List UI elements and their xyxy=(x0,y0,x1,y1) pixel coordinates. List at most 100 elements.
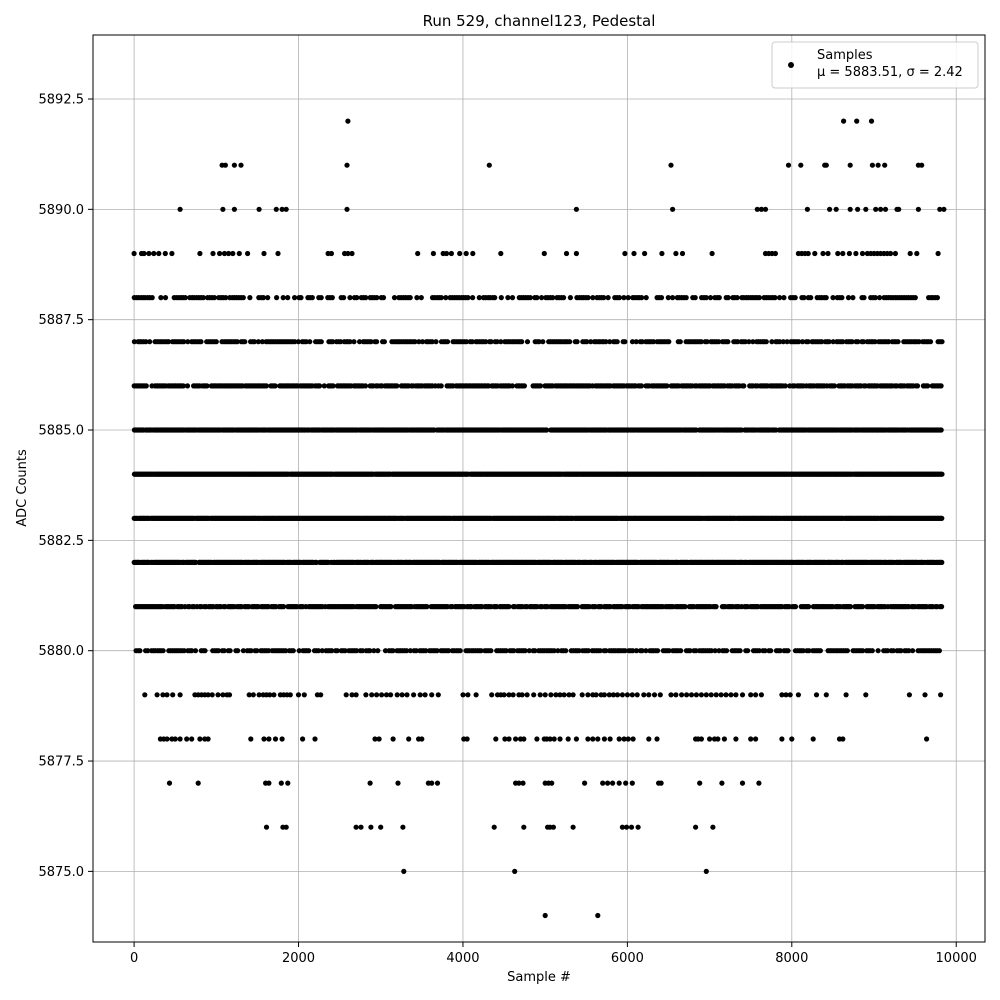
data-point xyxy=(344,206,350,212)
data-point xyxy=(256,206,262,212)
data-point xyxy=(756,648,762,654)
data-point xyxy=(202,648,208,654)
data-point xyxy=(907,250,913,257)
data-point xyxy=(521,736,527,742)
data-point xyxy=(869,648,875,654)
data-point xyxy=(658,780,664,786)
data-point xyxy=(585,736,591,742)
data-point xyxy=(937,206,943,212)
data-point xyxy=(271,692,277,698)
data-point xyxy=(537,692,543,698)
data-point xyxy=(939,604,945,610)
data-point xyxy=(362,383,369,389)
data-point xyxy=(358,824,364,830)
data-point xyxy=(601,692,608,698)
data-point xyxy=(266,736,272,742)
data-point xyxy=(217,250,223,257)
data-point xyxy=(222,162,228,168)
data-point xyxy=(210,250,216,257)
data-point xyxy=(756,780,762,786)
data-point xyxy=(713,692,719,698)
data-point xyxy=(635,824,641,830)
data-point xyxy=(510,692,516,698)
data-point xyxy=(936,648,943,654)
data-point xyxy=(616,736,622,742)
data-point xyxy=(329,648,335,654)
data-point xyxy=(343,692,349,698)
data-point xyxy=(795,692,802,698)
data-point xyxy=(550,824,557,830)
data-point xyxy=(195,780,201,786)
data-point xyxy=(417,692,423,698)
data-point xyxy=(873,206,879,212)
data-point xyxy=(197,736,203,742)
data-point xyxy=(622,648,628,654)
data-point xyxy=(373,604,379,610)
data-point xyxy=(220,206,226,212)
data-point xyxy=(279,206,285,212)
data-point xyxy=(394,692,400,698)
data-point xyxy=(585,692,591,698)
data-point xyxy=(804,206,811,212)
data-point xyxy=(642,250,648,257)
data-point xyxy=(353,692,359,698)
data-point xyxy=(906,648,912,654)
data-point xyxy=(869,162,876,168)
data-point xyxy=(342,648,348,654)
data-point xyxy=(579,692,585,698)
data-point xyxy=(261,736,267,742)
data-point xyxy=(493,736,499,742)
data-point xyxy=(868,118,875,124)
data-point xyxy=(853,250,859,257)
data-point xyxy=(679,692,685,698)
data-point xyxy=(142,692,148,698)
data-point xyxy=(250,692,256,698)
data-point xyxy=(318,692,324,698)
data-point xyxy=(859,250,866,257)
data-point xyxy=(509,383,515,389)
data-point xyxy=(643,648,649,654)
data-point xyxy=(266,648,272,654)
data-point xyxy=(177,692,183,698)
data-point xyxy=(378,824,384,830)
data-point xyxy=(787,692,793,698)
data-point xyxy=(563,250,570,257)
data-point xyxy=(772,250,779,257)
data-point xyxy=(885,648,891,654)
data-point xyxy=(160,692,166,698)
data-point xyxy=(422,692,428,698)
data-point xyxy=(563,648,569,654)
data-point xyxy=(254,648,260,654)
data-point xyxy=(317,383,323,389)
data-point xyxy=(542,912,548,919)
data-point xyxy=(205,736,211,742)
data-point xyxy=(739,692,746,698)
data-point xyxy=(189,736,195,742)
data-point xyxy=(197,250,203,257)
data-point xyxy=(762,648,768,654)
data-point xyxy=(502,736,508,742)
data-point xyxy=(283,648,289,654)
data-point xyxy=(741,383,747,389)
data-point xyxy=(753,692,759,698)
data-point xyxy=(715,736,721,742)
data-point xyxy=(806,604,812,610)
data-point xyxy=(501,692,507,698)
data-point xyxy=(334,648,340,654)
data-point xyxy=(349,692,355,698)
data-point xyxy=(344,162,350,168)
data-point xyxy=(721,736,728,742)
data-point xyxy=(315,648,321,654)
data-point xyxy=(860,604,866,610)
data-point xyxy=(739,780,746,786)
data-point xyxy=(240,648,246,654)
data-point xyxy=(668,692,674,698)
data-point xyxy=(521,383,528,389)
data-point xyxy=(887,250,894,257)
data-point xyxy=(624,824,630,830)
data-point xyxy=(860,648,866,654)
data-point xyxy=(512,868,518,875)
data-point xyxy=(363,692,369,698)
data-point xyxy=(812,250,818,257)
